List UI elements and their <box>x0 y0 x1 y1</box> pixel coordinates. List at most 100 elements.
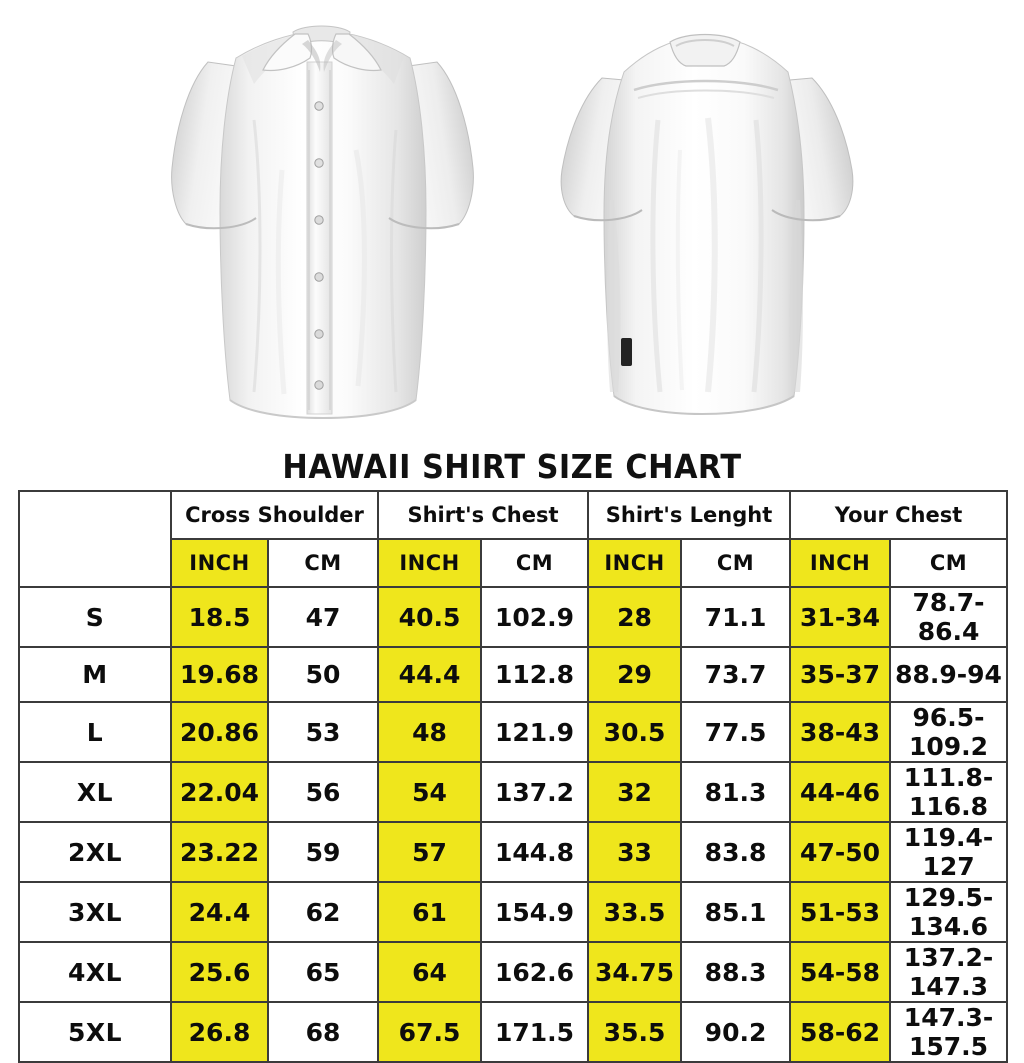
cell-shirts-lenght-cm: 73.7 <box>680 646 792 703</box>
cell-your-chest-inch: 51-53 <box>789 881 892 943</box>
cell-shirts-lenght-cm: 85.1 <box>680 881 792 943</box>
cell-shirts-lenght-inch: 35.5 <box>587 1001 683 1063</box>
cell-shirts-lenght-inch: 33 <box>587 821 683 883</box>
cell-shirts-lenght-cm: 81.3 <box>680 761 792 823</box>
cell-cross-shoulder-inch: 20.86 <box>170 701 269 763</box>
brand-label-tag <box>621 338 632 366</box>
cell-size: XL <box>18 761 172 823</box>
header-unit-cross-shoulder-inch: INCH <box>170 538 269 588</box>
cell-your-chest-cm: 129.5-134.6 <box>889 881 1009 943</box>
cell-shirts-lenght-cm: 83.8 <box>680 821 792 883</box>
table-row: 3XL 24.4 62 61 154.9 33.5 85.1 51-53 129… <box>18 881 1009 943</box>
cell-shirts-lenght-inch: 34.75 <box>587 941 683 1003</box>
cell-shirts-chest-cm: 121.9 <box>480 701 590 763</box>
cell-cross-shoulder-cm: 59 <box>266 821 380 883</box>
table-row: 2XL 23.22 59 57 144.8 33 83.8 47-50 119.… <box>18 821 1009 883</box>
cell-your-chest-inch: 35-37 <box>789 646 892 703</box>
table-row: 4XL 25.6 65 64 162.6 34.75 88.3 54-58 13… <box>18 941 1009 1003</box>
cell-cross-shoulder-cm: 65 <box>266 941 380 1003</box>
cell-shirts-chest-inch: 54 <box>377 761 483 823</box>
table-row: 5XL 26.8 68 67.5 171.5 35.5 90.2 58-62 1… <box>18 1001 1009 1063</box>
cell-your-chest-cm: 111.8-116.8 <box>889 761 1009 823</box>
header-group-shirts-lenght: Shirt's Lenght <box>587 490 792 540</box>
cell-size: 3XL <box>18 881 172 943</box>
shirt-back-view <box>530 0 880 445</box>
cell-cross-shoulder-cm: 53 <box>266 701 380 763</box>
cell-cross-shoulder-cm: 50 <box>266 646 380 703</box>
cell-shirts-chest-inch: 67.5 <box>377 1001 483 1063</box>
cell-shirts-chest-cm: 171.5 <box>480 1001 590 1063</box>
cell-cross-shoulder-cm: 56 <box>266 761 380 823</box>
cell-shirts-lenght-cm: 88.3 <box>680 941 792 1003</box>
cell-your-chest-cm: 88.9-94 <box>889 646 1009 703</box>
cell-cross-shoulder-inch: 26.8 <box>170 1001 269 1063</box>
header-group-your-chest: Your Chest <box>789 490 1009 540</box>
cell-shirts-chest-inch: 64 <box>377 941 483 1003</box>
cell-your-chest-inch: 31-34 <box>789 586 892 648</box>
header-unit-shirts-chest-cm: CM <box>480 538 590 588</box>
cell-your-chest-cm: 78.7-86.4 <box>889 586 1009 648</box>
cell-shirts-lenght-inch: 29 <box>587 646 683 703</box>
table-group-header-row: Cross Shoulder Shirt's Chest Shirt's Len… <box>18 490 1009 588</box>
cell-size: M <box>18 646 172 703</box>
cell-shirts-lenght-cm: 77.5 <box>680 701 792 763</box>
product-image-area <box>0 0 1024 445</box>
cell-your-chest-inch: 58-62 <box>789 1001 892 1063</box>
cell-cross-shoulder-inch: 23.22 <box>170 821 269 883</box>
cell-shirts-chest-inch: 44.4 <box>377 646 483 703</box>
table-row: S 18.5 47 40.5 102.9 28 71.1 31-34 78.7-… <box>18 586 1009 648</box>
table-unit-header-row: INCH CM INCH CM INCH CM INCH CM <box>19 538 1009 588</box>
cell-shirts-lenght-inch: 33.5 <box>587 881 683 943</box>
cell-cross-shoulder-inch: 25.6 <box>170 941 269 1003</box>
cell-size: 2XL <box>18 821 172 883</box>
cell-your-chest-cm: 119.4-127 <box>889 821 1009 883</box>
cell-shirts-chest-inch: 48 <box>377 701 483 763</box>
table-row: L 20.86 53 48 121.9 30.5 77.5 38-43 96.5… <box>18 701 1009 763</box>
cell-size: 4XL <box>18 941 172 1003</box>
cell-cross-shoulder-inch: 24.4 <box>170 881 269 943</box>
cell-cross-shoulder-cm: 68 <box>266 1001 380 1063</box>
header-unit-your-chest-cm: CM <box>889 538 1009 588</box>
cell-cross-shoulder-inch: 22.04 <box>170 761 269 823</box>
cell-your-chest-cm: 137.2-147.3 <box>889 941 1009 1003</box>
table-row: M 19.68 50 44.4 112.8 29 73.7 35-37 88.9… <box>18 646 1009 703</box>
header-unit-shirts-lenght-cm: CM <box>680 538 792 588</box>
cell-shirts-chest-inch: 57 <box>377 821 483 883</box>
cell-shirts-chest-cm: 102.9 <box>480 586 590 648</box>
cell-your-chest-inch: 47-50 <box>789 821 892 883</box>
cell-cross-shoulder-inch: 19.68 <box>170 646 269 703</box>
cell-shirts-chest-cm: 144.8 <box>480 821 590 883</box>
cell-your-chest-inch: 38-43 <box>789 701 892 763</box>
header-unit-cross-shoulder-cm: CM <box>266 538 380 588</box>
header-group-shirts-chest: Shirt's Chest <box>377 490 590 540</box>
cell-shirts-chest-cm: 137.2 <box>480 761 590 823</box>
cell-your-chest-inch: 54-58 <box>789 941 892 1003</box>
shirt-back-icon <box>560 33 854 416</box>
cell-your-chest-cm: 147.3-157.5 <box>889 1001 1009 1063</box>
cell-shirts-lenght-cm: 71.1 <box>680 586 792 648</box>
header-size-column <box>18 490 172 588</box>
cell-shirts-chest-cm: 154.9 <box>480 881 590 943</box>
cell-shirts-lenght-inch: 28 <box>587 586 683 648</box>
cell-size: 5XL <box>18 1001 172 1063</box>
header-unit-shirts-lenght-inch: INCH <box>587 538 683 588</box>
cell-shirts-lenght-inch: 30.5 <box>587 701 683 763</box>
shirt-front-view <box>150 0 495 445</box>
cell-shirts-lenght-inch: 32 <box>587 761 683 823</box>
cell-your-chest-inch: 44-46 <box>789 761 892 823</box>
table-row: XL 22.04 56 54 137.2 32 81.3 44-46 111.8… <box>18 761 1009 823</box>
header-group-cross-shoulder: Cross Shoulder <box>169 490 380 540</box>
cell-cross-shoulder-cm: 62 <box>266 881 380 943</box>
cell-size: L <box>18 701 172 763</box>
cell-size: S <box>18 586 172 648</box>
size-chart-table-container: Cross Shoulder Shirt's Chest Shirt's Len… <box>18 490 1009 1063</box>
cell-shirts-chest-inch: 61 <box>377 881 483 943</box>
cell-cross-shoulder-cm: 47 <box>266 586 380 648</box>
page-title: HAWAII SHIRT SIZE CHART <box>282 447 742 486</box>
cell-shirts-lenght-cm: 90.2 <box>680 1001 792 1063</box>
cell-cross-shoulder-inch: 18.5 <box>170 586 269 648</box>
cell-shirts-chest-inch: 40.5 <box>377 586 483 648</box>
header-unit-your-chest-inch: INCH <box>789 538 892 588</box>
header-unit-shirts-chest-inch: INCH <box>377 538 483 588</box>
shirt-front-icon <box>171 25 474 420</box>
